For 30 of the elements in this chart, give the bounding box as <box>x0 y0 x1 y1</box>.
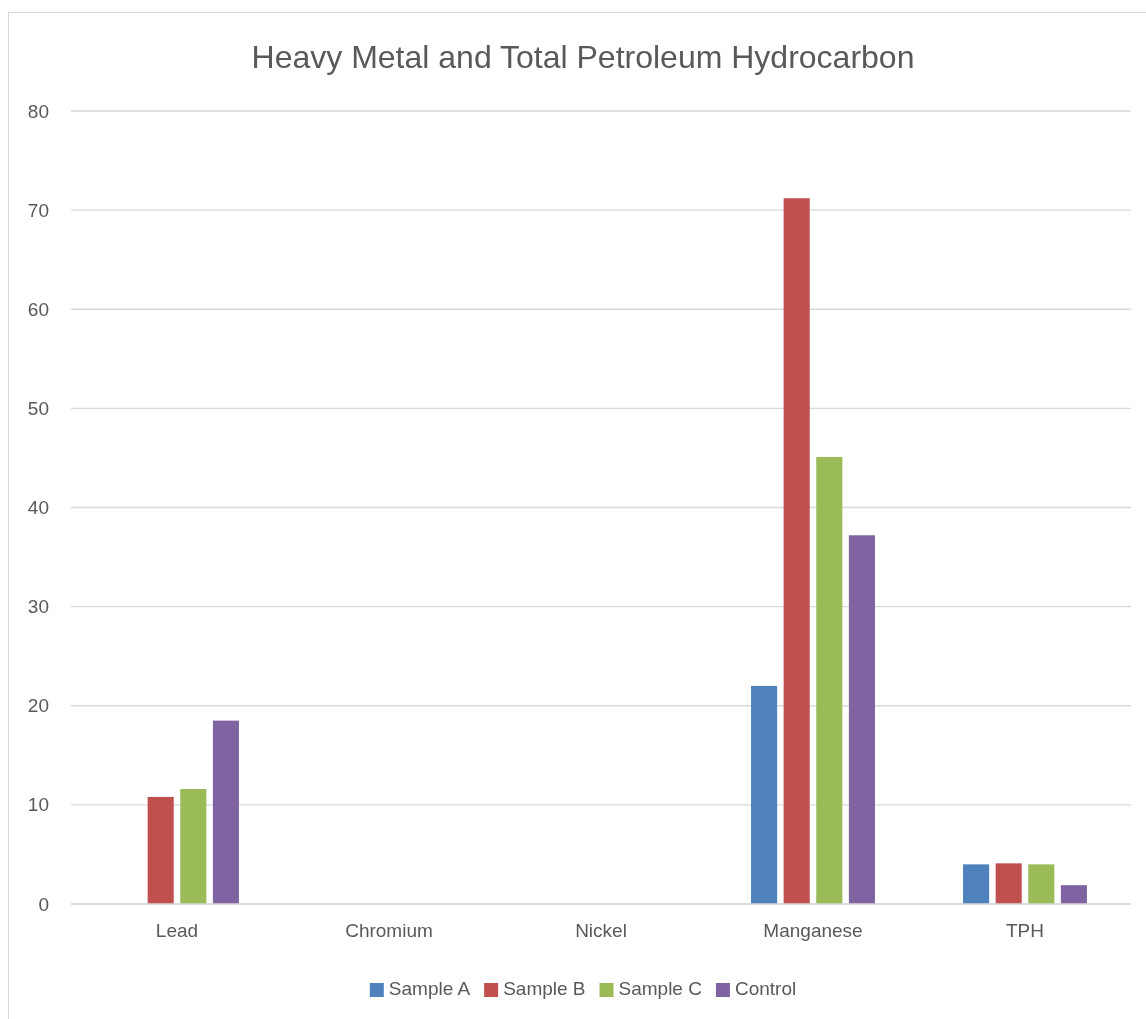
y-tick-label: 70 <box>27 199 49 221</box>
legend-label: Sample B <box>503 978 586 999</box>
bar <box>1060 885 1087 904</box>
y-tick-label: 20 <box>27 695 49 717</box>
bar <box>816 456 843 904</box>
bar <box>751 685 778 904</box>
bar <box>963 864 990 904</box>
y-tick-label: 40 <box>27 497 49 519</box>
y-tick-label: 10 <box>27 794 49 816</box>
y-tick-label: 0 <box>38 893 49 915</box>
legend-label: Sample C <box>618 978 702 999</box>
bar <box>783 198 810 904</box>
x-tick-label: Chromium <box>345 920 433 942</box>
bar <box>848 535 875 904</box>
bar <box>180 789 207 904</box>
bar <box>147 796 174 904</box>
x-tick-label: Lead <box>155 920 199 942</box>
x-tick-label: Nickel <box>575 920 627 942</box>
bar <box>1028 864 1055 904</box>
chart-title: Heavy Metal and Total Petroleum Hydrocarbon <box>251 39 915 75</box>
y-tick-label: 50 <box>27 397 49 419</box>
y-tick-label: 60 <box>27 298 49 320</box>
x-tick-label: Manganese <box>763 920 863 942</box>
legend-label: Control <box>734 978 797 999</box>
y-tick-label: 30 <box>27 596 49 618</box>
legend-label: Sample A <box>388 978 471 999</box>
x-tick-label: TPH <box>1006 920 1044 942</box>
y-tick-label: 80 <box>27 100 49 122</box>
bar <box>212 720 239 904</box>
bar <box>995 863 1022 904</box>
